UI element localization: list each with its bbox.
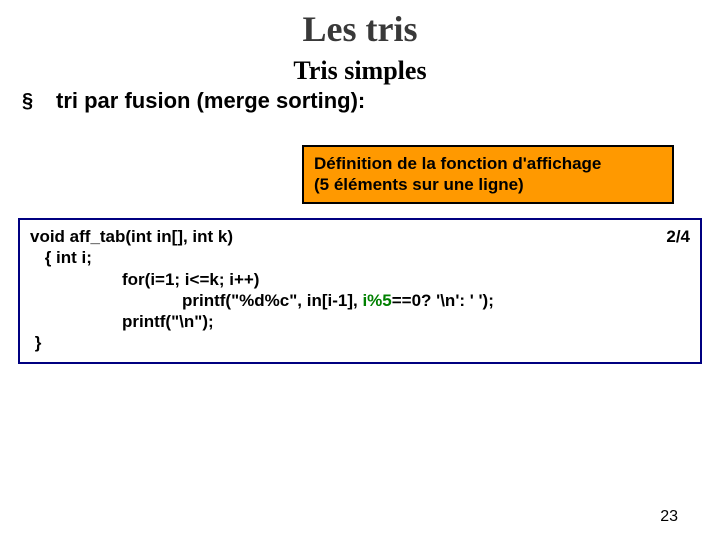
bullet-marker: §: [22, 88, 56, 114]
page-number: 23: [660, 508, 678, 526]
code-line-2: { int i;: [40, 247, 690, 268]
code-line-6: }: [30, 332, 690, 353]
code-box: 2/4 void aff_tab(int in[], int k) { int …: [18, 218, 702, 364]
code-line-3: for(i=1; i<=k; i++): [122, 269, 690, 290]
callout-line-2: (5 éléments sur une ligne): [314, 174, 662, 195]
code-line-4: printf("%d%c", in[i-1], i%5==0? '\n': ' …: [182, 290, 690, 311]
slide-container: Les tris Tris simples § tri par fusion (…: [0, 8, 720, 548]
slide-title: Les tris: [0, 8, 720, 50]
slide-subtitle: Tris simples: [0, 56, 720, 86]
code-line-1: void aff_tab(int in[], int k): [30, 226, 690, 247]
code-highlight: i%5: [362, 291, 391, 310]
bullet-row: § tri par fusion (merge sorting):: [0, 88, 720, 114]
callout-box: Définition de la fonction d'affichage (5…: [302, 145, 674, 204]
bullet-text: tri par fusion (merge sorting):: [56, 88, 365, 114]
callout-line-1: Définition de la fonction d'affichage: [314, 153, 662, 174]
code-page-indicator: 2/4: [666, 226, 690, 247]
code-line-5: printf("\n");: [122, 311, 690, 332]
